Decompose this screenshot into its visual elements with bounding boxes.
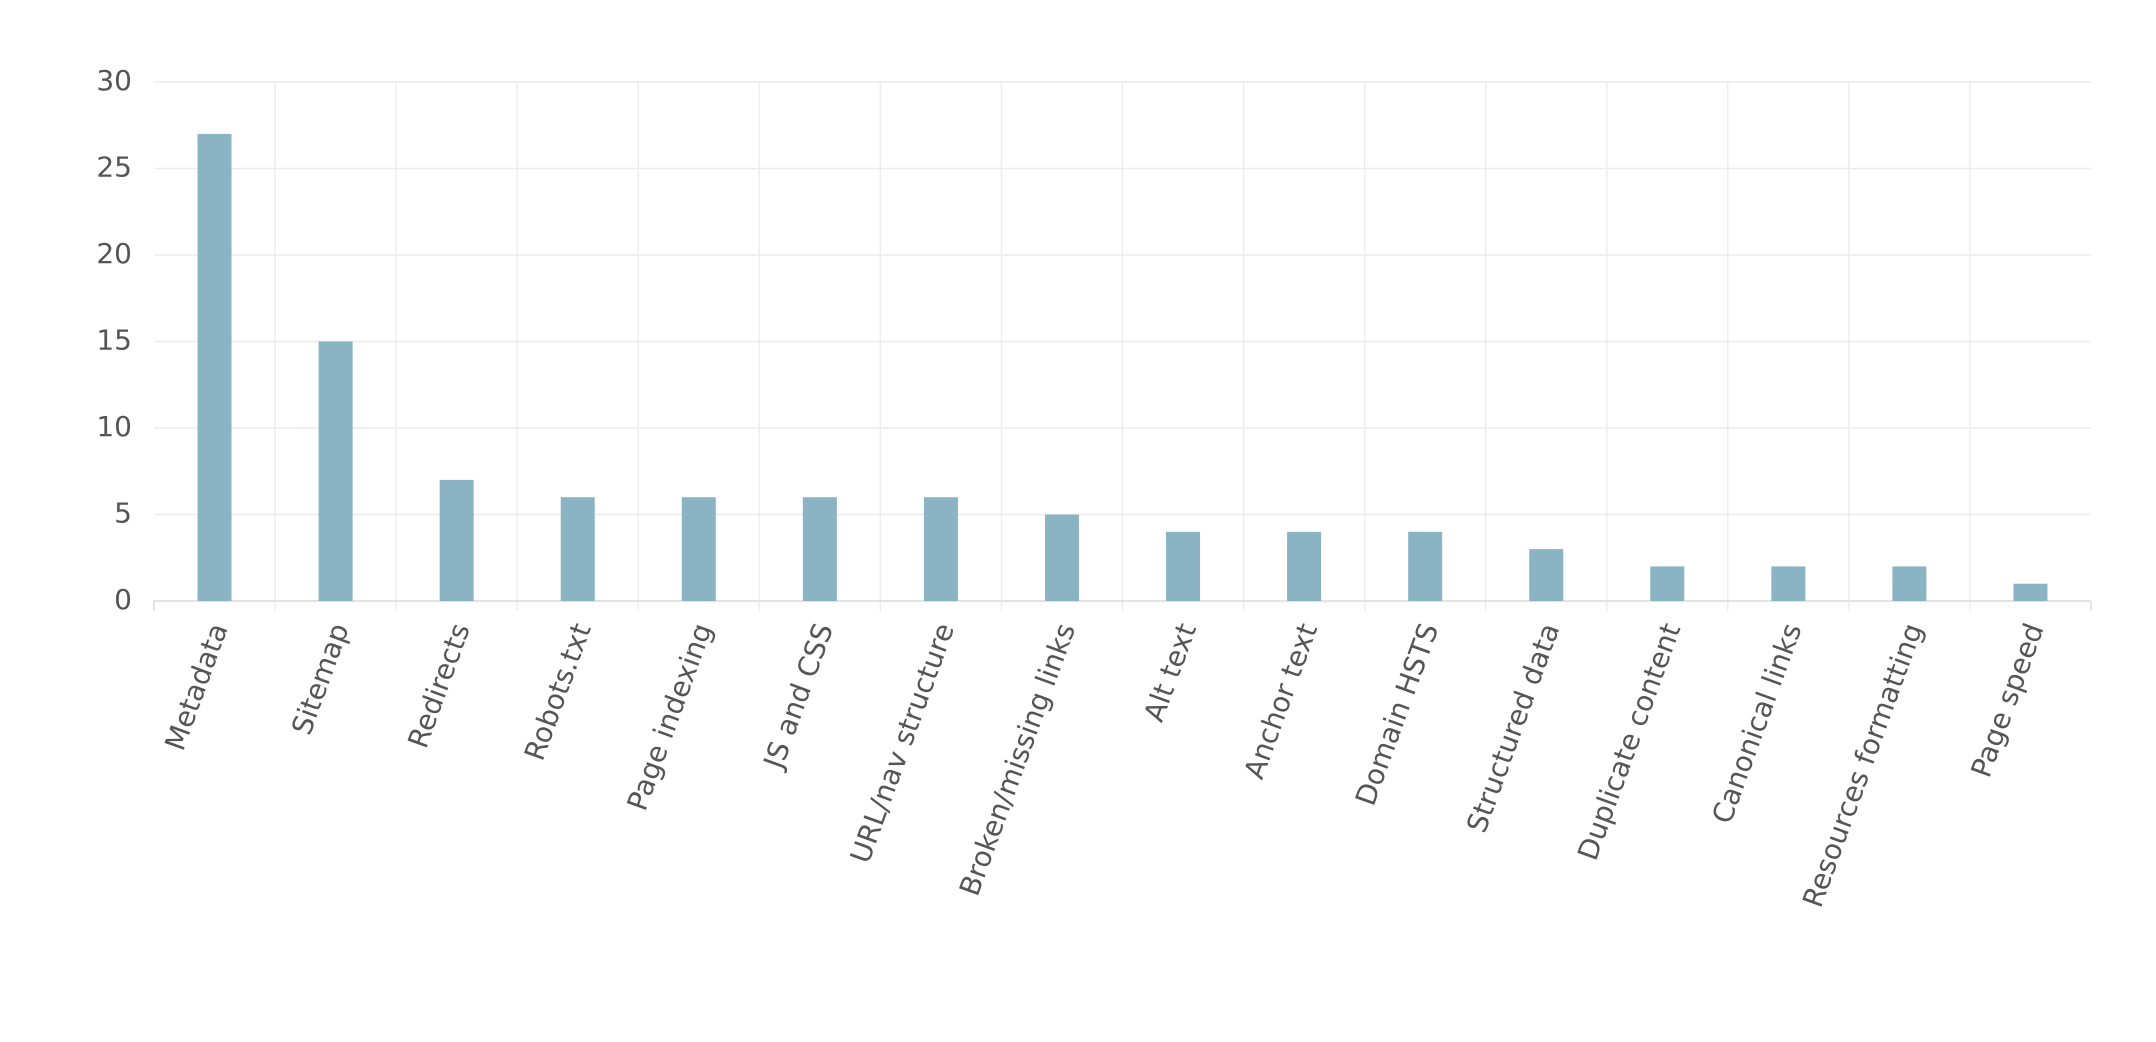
bar xyxy=(802,497,837,601)
bar xyxy=(318,341,353,601)
bar xyxy=(1408,531,1443,601)
x-tick-label: Metadata xyxy=(158,619,234,755)
x-tick-label: Duplicate content xyxy=(1571,619,1687,865)
bar xyxy=(197,133,232,601)
y-tick-label: 0 xyxy=(114,583,132,616)
x-tick-label: Redirects xyxy=(401,619,476,753)
x-tick-label: Anchor text xyxy=(1237,619,1324,783)
bar xyxy=(1892,566,1927,601)
x-tick-label: Page speed xyxy=(1964,619,2050,782)
y-tick-label: 15 xyxy=(96,324,132,357)
x-tick-label: Alt text xyxy=(1137,619,1203,726)
x-tick-label: Page indexing xyxy=(621,619,719,815)
bar xyxy=(1771,566,1806,601)
x-tick-label: URL/nav structure xyxy=(844,619,961,868)
y-tick-label: 30 xyxy=(96,64,132,97)
x-tick-label: Resources formatting xyxy=(1796,619,1929,912)
x-tick-label: Structured data xyxy=(1460,619,1566,837)
x-tick-label: Broken/missing links xyxy=(953,619,1082,900)
bar xyxy=(560,497,595,601)
x-tick-label: JS and CSS xyxy=(756,619,840,775)
x-tick-label: Domain HSTS xyxy=(1349,619,1445,810)
bar xyxy=(923,497,958,601)
bar xyxy=(1044,514,1079,601)
bar xyxy=(1650,566,1685,601)
bar xyxy=(1166,531,1201,601)
x-tick-label: Robots.txt xyxy=(518,619,598,765)
bar xyxy=(1529,549,1564,601)
bar xyxy=(2013,583,2048,601)
y-tick-label: 20 xyxy=(96,237,132,270)
bar xyxy=(1287,531,1322,601)
y-tick-label: 5 xyxy=(114,497,132,530)
bar xyxy=(439,479,474,601)
bar xyxy=(681,497,716,601)
y-tick-label: 10 xyxy=(96,410,132,443)
x-tick-label: Canonical links xyxy=(1705,619,1808,828)
y-tick-label: 25 xyxy=(96,151,132,184)
x-tick-label: Sitemap xyxy=(285,619,356,739)
